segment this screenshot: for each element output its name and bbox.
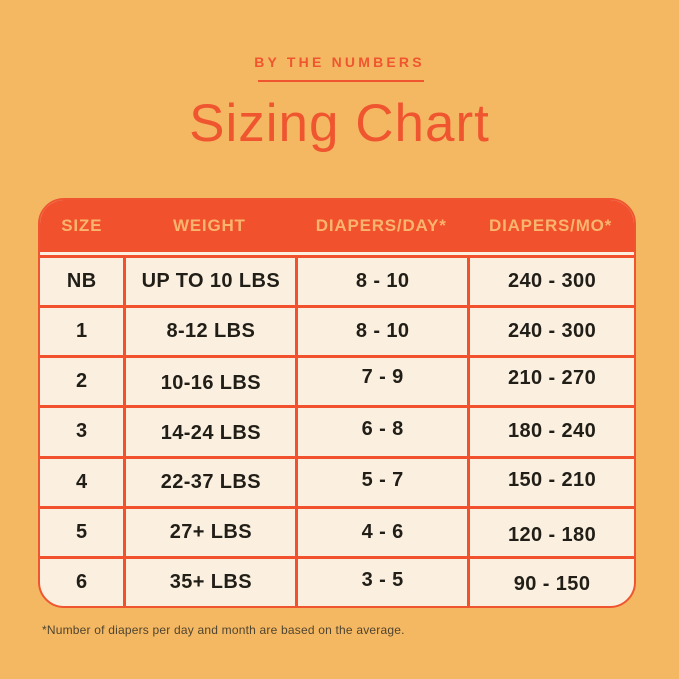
cell-per-mo: 120 - 180 (467, 508, 634, 556)
table-row: 6 35+ LBS 3 - 5 90 - 150 (40, 555, 634, 606)
column-header-weight: WEIGHT (172, 216, 246, 235)
cell-size: 6 (75, 570, 88, 593)
column-header-diapers-mo: DIAPERS/MO* (489, 216, 613, 235)
eyebrow-underline (258, 80, 424, 82)
cell-per-day: 4 - 6 (295, 508, 467, 556)
cell-weight: 22-37 LBS (123, 458, 295, 506)
table-row: 2 10-16 LBS 7 - 9 210 - 270 (40, 355, 634, 406)
cell-weight: 35+ LBS (123, 558, 295, 606)
table-row: 3 14-24 LBS 6 - 8 180 - 240 (40, 405, 634, 456)
cell-weight: 10-16 LBS (123, 358, 295, 406)
cell-weight: 27+ LBS (123, 508, 295, 556)
table-row: 4 22-37 LBS 5 - 7 150 - 210 (40, 455, 634, 506)
column-header-diapers-day: DIAPERS/DAY* (315, 216, 447, 235)
cell-size: 5 (75, 520, 88, 543)
page-title: Sizing Chart (189, 94, 490, 153)
cell-per-mo: 240 - 300 (467, 258, 634, 306)
cell-per-day: 6 - 8 (295, 408, 467, 456)
cell-per-mo: 240 - 300 (467, 308, 634, 356)
table-body: NB UP TO 10 LBS 8 - 10 240 - 300 1 8-12 … (40, 252, 634, 606)
cell-per-mo: 180 - 240 (467, 408, 634, 456)
table-row: 5 27+ LBS 4 - 6 120 - 180 (40, 505, 634, 556)
cell-size: NB (66, 270, 97, 293)
cell-per-mo: 90 - 150 (467, 558, 634, 606)
cell-size: 2 (75, 370, 88, 393)
cell-per-day: 8 - 10 (295, 308, 467, 356)
footnote: *Number of diapers per day and month are… (42, 623, 405, 637)
eyebrow-label: BY THE NUMBERS (254, 54, 425, 70)
cell-weight: 8-12 LBS (123, 308, 295, 356)
cell-weight: 14-24 LBS (123, 408, 295, 456)
cell-size: 4 (75, 470, 88, 493)
cell-size: 3 (75, 420, 88, 443)
cell-per-mo: 150 - 210 (467, 458, 634, 506)
column-header-size: SIZE (61, 216, 103, 235)
cell-per-day: 8 - 10 (295, 258, 467, 306)
sizing-chart-table: SIZE WEIGHT DIAPERS/DAY* DIAPERS/MO* NB … (38, 198, 636, 608)
cell-per-day: 3 - 5 (295, 558, 467, 606)
table-header-row: SIZE WEIGHT DIAPERS/DAY* DIAPERS/MO* (40, 200, 634, 252)
table-row: NB UP TO 10 LBS 8 - 10 240 - 300 (40, 255, 634, 306)
cell-size: 1 (75, 320, 88, 343)
cell-per-mo: 210 - 270 (467, 358, 634, 406)
cell-per-day: 5 - 7 (295, 458, 467, 506)
table-row: 1 8-12 LBS 8 - 10 240 - 300 (40, 305, 634, 356)
cell-weight: UP TO 10 LBS (123, 258, 295, 306)
cell-per-day: 7 - 9 (295, 358, 467, 406)
